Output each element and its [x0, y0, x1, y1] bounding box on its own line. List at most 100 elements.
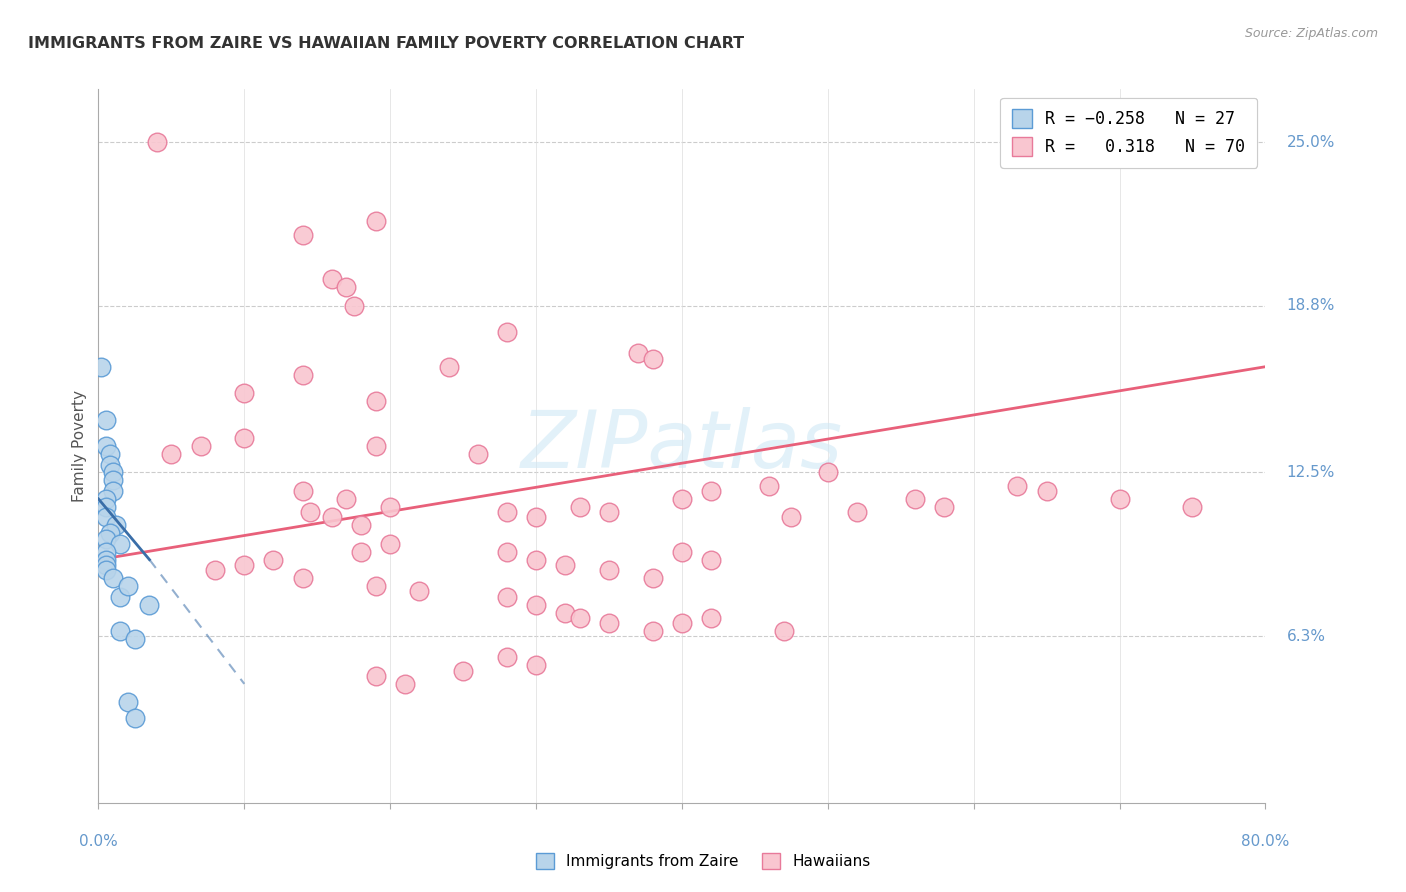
Point — [524, 658, 547, 673]
Point — [364, 669, 387, 683]
Point — [204, 563, 226, 577]
Point — [262, 552, 284, 566]
Point — [233, 558, 256, 572]
Point — [110, 537, 132, 551]
Legend: Immigrants from Zaire, Hawaiians: Immigrants from Zaire, Hawaiians — [530, 847, 876, 875]
Text: IMMIGRANTS FROM ZAIRE VS HAWAIIAN FAMILY POVERTY CORRELATION CHART: IMMIGRANTS FROM ZAIRE VS HAWAIIAN FAMILY… — [28, 36, 744, 51]
Point — [524, 598, 547, 612]
Point — [437, 359, 460, 374]
Point — [291, 571, 314, 585]
Point — [94, 552, 117, 566]
Point — [467, 447, 489, 461]
Point — [700, 552, 723, 566]
Point — [641, 624, 664, 638]
Point — [101, 571, 124, 585]
Point — [554, 606, 576, 620]
Point — [598, 505, 620, 519]
Point — [817, 466, 839, 480]
Point — [335, 280, 357, 294]
Text: 25.0%: 25.0% — [1286, 135, 1334, 150]
Point — [138, 598, 160, 612]
Point — [641, 571, 664, 585]
Point — [117, 695, 139, 709]
Point — [394, 677, 416, 691]
Text: 80.0%: 80.0% — [1241, 834, 1289, 849]
Point — [94, 558, 117, 572]
Point — [641, 351, 664, 366]
Point — [904, 491, 927, 506]
Point — [568, 500, 591, 514]
Point — [94, 439, 117, 453]
Point — [321, 272, 343, 286]
Point — [598, 563, 620, 577]
Text: 12.5%: 12.5% — [1286, 465, 1334, 480]
Point — [773, 624, 796, 638]
Point — [321, 510, 343, 524]
Point — [110, 590, 132, 604]
Point — [934, 500, 956, 514]
Point — [291, 227, 314, 242]
Point — [451, 664, 474, 678]
Text: 18.8%: 18.8% — [1286, 299, 1334, 313]
Point — [117, 579, 139, 593]
Point — [350, 545, 373, 559]
Text: 0.0%: 0.0% — [79, 834, 118, 849]
Point — [124, 711, 146, 725]
Text: ZIPatlas: ZIPatlas — [520, 407, 844, 485]
Point — [343, 299, 366, 313]
Point — [101, 466, 124, 480]
Point — [627, 346, 650, 360]
Point — [671, 545, 693, 559]
Point — [598, 616, 620, 631]
Point — [94, 545, 117, 559]
Point — [101, 483, 124, 498]
Point — [94, 532, 117, 546]
Point — [124, 632, 146, 646]
Point — [495, 650, 517, 665]
Point — [98, 458, 121, 472]
Point — [364, 214, 387, 228]
Point — [233, 431, 256, 445]
Point — [364, 439, 387, 453]
Point — [780, 510, 803, 524]
Point — [845, 505, 868, 519]
Point — [700, 483, 723, 498]
Point — [700, 611, 723, 625]
Point — [98, 526, 121, 541]
Point — [110, 624, 132, 638]
Point — [364, 394, 387, 409]
Point — [1108, 491, 1130, 506]
Point — [94, 510, 117, 524]
Legend: R = −0.258   N = 27, R =   0.318   N = 70: R = −0.258 N = 27, R = 0.318 N = 70 — [1001, 97, 1257, 168]
Point — [1181, 500, 1204, 514]
Point — [495, 505, 517, 519]
Point — [495, 590, 517, 604]
Point — [495, 326, 517, 340]
Point — [94, 563, 117, 577]
Point — [291, 368, 314, 382]
Point — [190, 439, 212, 453]
Point — [524, 510, 547, 524]
Point — [298, 505, 321, 519]
Point — [1007, 478, 1029, 492]
Point — [291, 483, 314, 498]
Point — [758, 478, 780, 492]
Point — [671, 491, 693, 506]
Point — [94, 500, 117, 514]
Point — [1035, 483, 1057, 498]
Point — [233, 386, 256, 401]
Point — [568, 611, 591, 625]
Point — [335, 491, 357, 506]
Point — [495, 545, 517, 559]
Point — [378, 537, 402, 551]
Point — [350, 518, 373, 533]
Point — [408, 584, 430, 599]
Point — [671, 616, 693, 631]
Point — [378, 500, 402, 514]
Text: 6.3%: 6.3% — [1286, 629, 1326, 644]
Point — [98, 447, 121, 461]
Point — [160, 447, 183, 461]
Point — [104, 518, 127, 533]
Point — [94, 491, 117, 506]
Point — [146, 135, 169, 149]
